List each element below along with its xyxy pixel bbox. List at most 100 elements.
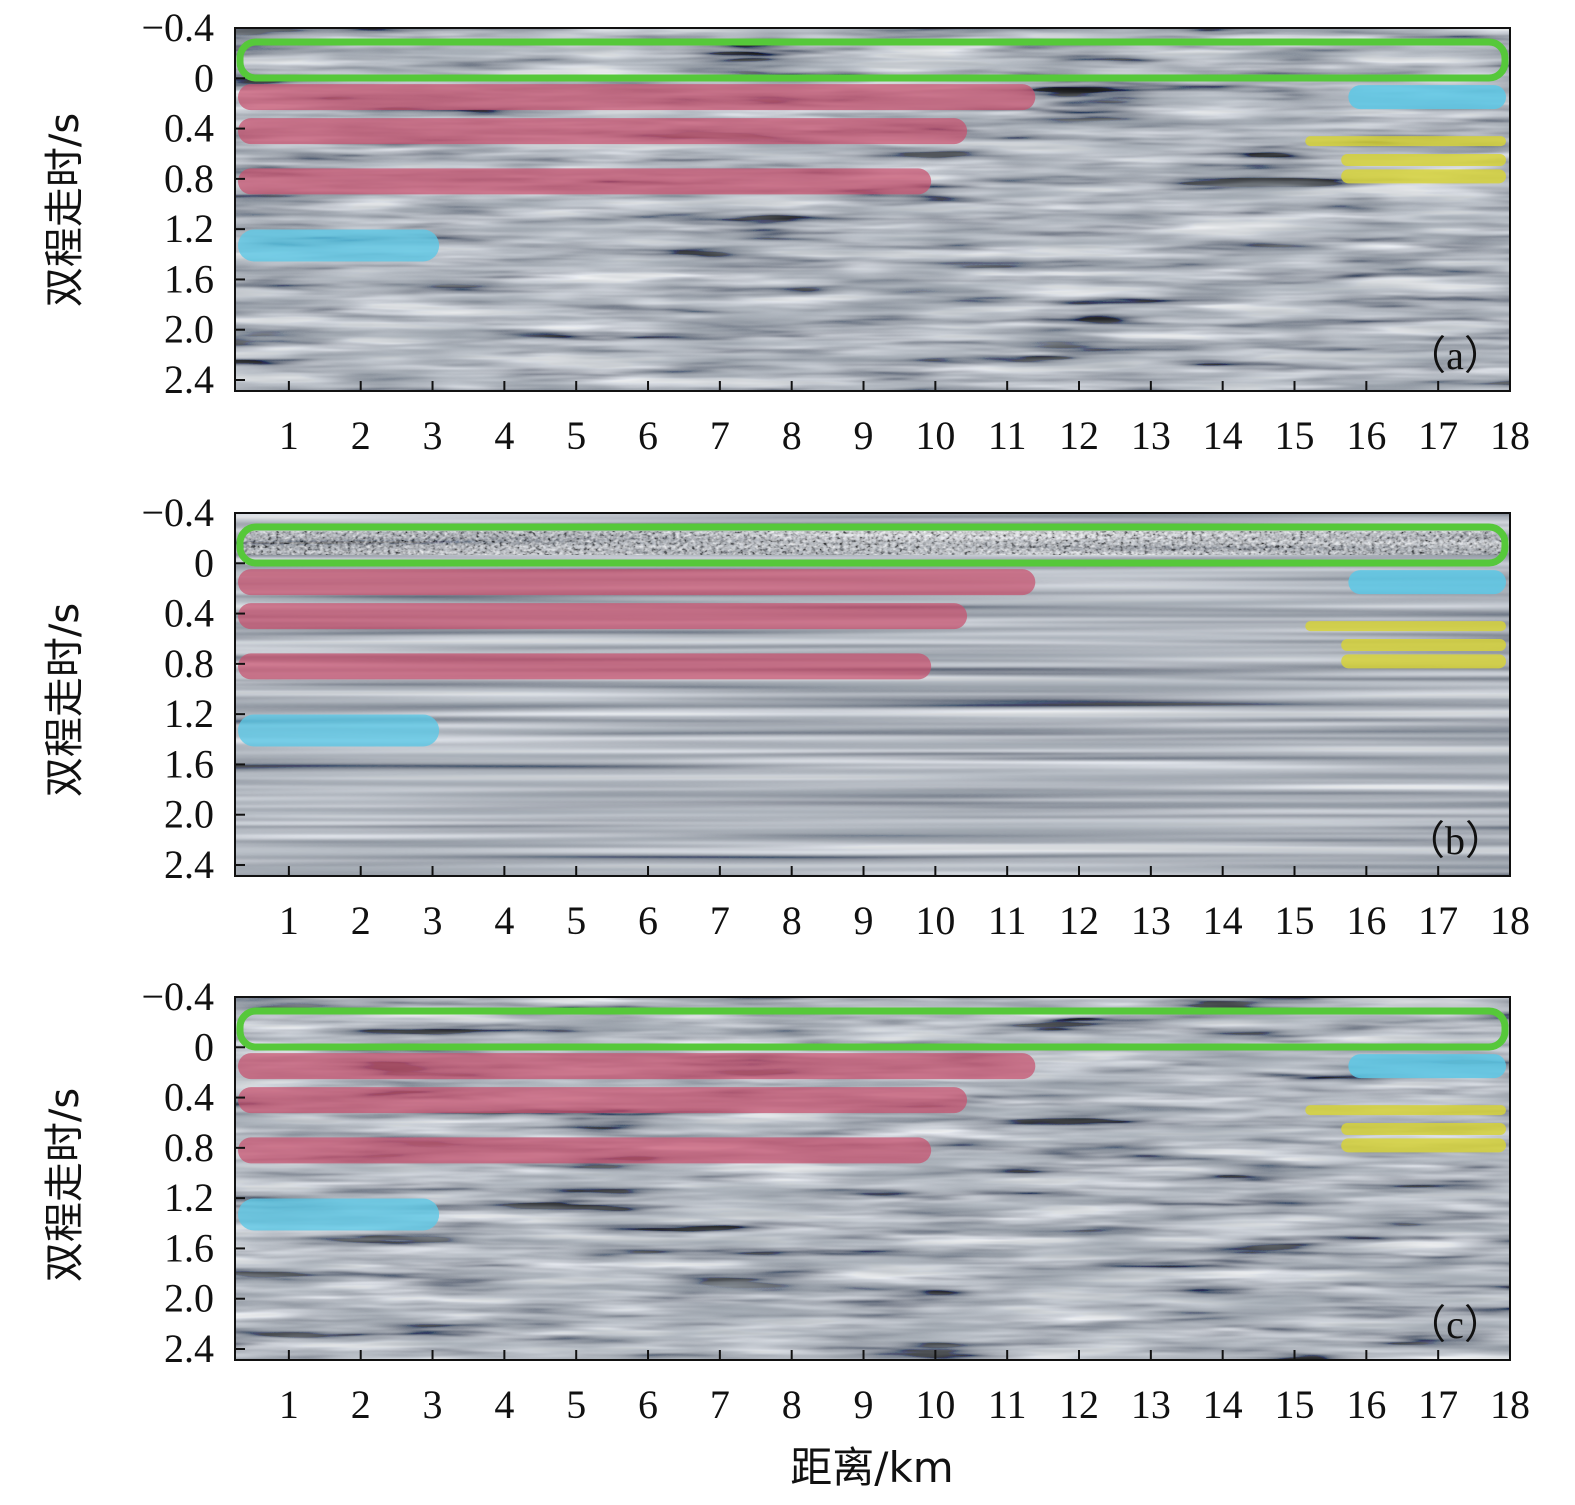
y-tick-label: −0.4 bbox=[141, 490, 214, 535]
x-tick-label: 3 bbox=[423, 898, 443, 943]
x-tick-label: 15 bbox=[1275, 413, 1315, 458]
green-outline bbox=[236, 1007, 1509, 1051]
x-tick-label: 18 bbox=[1490, 1382, 1530, 1427]
x-tick-label: 8 bbox=[782, 1382, 802, 1427]
x-axis-title: 距离/km bbox=[790, 1443, 953, 1492]
x-tick-label: 1 bbox=[279, 413, 299, 458]
x-tick-label: 8 bbox=[782, 898, 802, 943]
yellow-band-2 bbox=[1341, 639, 1506, 651]
y-tick-label: 1.2 bbox=[164, 1175, 214, 1220]
panel-label: （c） bbox=[1406, 1302, 1504, 1347]
panel-label: （b） bbox=[1405, 818, 1505, 863]
seismic-texture bbox=[235, 997, 1510, 1360]
red-band-1 bbox=[238, 84, 1036, 111]
x-tick-label: 17 bbox=[1418, 1382, 1458, 1427]
panel-b: −0.400.40.81.21.62.02.41 2 3 4 5 6 7 8 9 10 11 12 13… bbox=[141, 490, 1530, 943]
x-tick-label: 16 bbox=[1346, 413, 1386, 458]
x-tick-label: 3 bbox=[423, 1382, 443, 1427]
x-tick-label: 16 bbox=[1346, 1382, 1386, 1427]
x-tick-label: 10 bbox=[915, 898, 955, 943]
x-tick-label: 7 bbox=[710, 1382, 730, 1427]
x-tick-label: 15 bbox=[1275, 898, 1315, 943]
y-tick-label: 2.4 bbox=[164, 357, 214, 402]
y-tick-label: 2.4 bbox=[164, 842, 214, 887]
green-outline bbox=[236, 523, 1509, 567]
x-tick-label: 4 bbox=[494, 1382, 514, 1427]
x-tick-label: 12 bbox=[1059, 898, 1099, 943]
x-tick-label: 4 bbox=[494, 898, 514, 943]
x-tick-label: 17 bbox=[1418, 413, 1458, 458]
x-tick-label: 7 bbox=[710, 413, 730, 458]
yellow-band-2 bbox=[1341, 1123, 1506, 1135]
speckle-layer bbox=[240, 531, 1503, 555]
red-band-2 bbox=[238, 603, 968, 630]
red-band-3 bbox=[238, 1137, 932, 1164]
y-tick-label: 0.8 bbox=[164, 641, 214, 686]
x-tick-label: 18 bbox=[1490, 898, 1530, 943]
panel-frame bbox=[234, 996, 1511, 1361]
x-tick-label: 2 bbox=[351, 413, 371, 458]
y-tick-label: 0 bbox=[194, 55, 214, 100]
cyan-band-right bbox=[1348, 570, 1506, 595]
y-tick-label: 2.0 bbox=[164, 307, 214, 352]
y-axis-title-a: 双程走时/s bbox=[42, 113, 88, 307]
y-tick-label: 2.4 bbox=[164, 1326, 214, 1371]
x-tick-label: 5 bbox=[566, 1382, 586, 1427]
panel-frame bbox=[234, 27, 1511, 392]
x-tick-label: 14 bbox=[1203, 413, 1243, 458]
y-axis-title-c: 双程走时/s bbox=[42, 1088, 88, 1282]
x-tick-label: 9 bbox=[854, 1382, 874, 1427]
x-tick-label: 16 bbox=[1346, 898, 1386, 943]
x-tick-label: 14 bbox=[1203, 1382, 1243, 1427]
panel-label: （a） bbox=[1406, 333, 1504, 378]
y-tick-label: 0 bbox=[194, 540, 214, 585]
x-tick-label: 9 bbox=[854, 898, 874, 943]
red-band-2 bbox=[238, 118, 968, 145]
red-band-2 bbox=[238, 1087, 968, 1114]
y-tick-label: 1.2 bbox=[164, 691, 214, 736]
x-tick-label: 1 bbox=[279, 898, 299, 943]
x-tick-label: 6 bbox=[638, 1382, 658, 1427]
x-tick-label: 2 bbox=[351, 1382, 371, 1427]
y-tick-label: 0 bbox=[194, 1024, 214, 1069]
yellow-band-1 bbox=[1305, 1105, 1506, 1116]
x-tick-label: 13 bbox=[1131, 413, 1171, 458]
y-tick-label: 1.6 bbox=[164, 1225, 214, 1270]
x-tick-label: 9 bbox=[854, 413, 874, 458]
y-tick-label: 1.6 bbox=[164, 256, 214, 301]
yellow-band-3 bbox=[1341, 169, 1506, 184]
cyan-band-right bbox=[1348, 1054, 1506, 1079]
x-tick-label: 14 bbox=[1203, 898, 1243, 943]
x-tick-label: 15 bbox=[1275, 1382, 1315, 1427]
x-tick-label: 5 bbox=[566, 413, 586, 458]
x-tick-label: 10 bbox=[915, 1382, 955, 1427]
x-tick-label: 13 bbox=[1131, 898, 1171, 943]
x-tick-label: 18 bbox=[1490, 413, 1530, 458]
red-band-3 bbox=[238, 168, 932, 195]
x-tick-label: 6 bbox=[638, 413, 658, 458]
seismic-texture bbox=[235, 28, 1510, 391]
cyan-band-left bbox=[238, 714, 440, 747]
red-band-1 bbox=[238, 1053, 1036, 1080]
cyan-band-left bbox=[238, 229, 440, 262]
x-tick-label: 10 bbox=[915, 413, 955, 458]
y-tick-label: 2.0 bbox=[164, 792, 214, 837]
x-tick-label: 6 bbox=[638, 898, 658, 943]
y-tick-label: 1.6 bbox=[164, 741, 214, 786]
x-tick-label: 12 bbox=[1059, 1382, 1099, 1427]
cyan-band-right bbox=[1348, 85, 1506, 110]
x-tick-label: 4 bbox=[494, 413, 514, 458]
yellow-band-1 bbox=[1305, 621, 1506, 632]
x-tick-label: 11 bbox=[988, 1382, 1027, 1427]
x-tick-label: 3 bbox=[423, 413, 443, 458]
x-tick-label: 5 bbox=[566, 898, 586, 943]
x-tick-label: 8 bbox=[782, 413, 802, 458]
y-tick-label: −0.4 bbox=[141, 974, 214, 1019]
x-tick-label: 13 bbox=[1131, 1382, 1171, 1427]
yellow-band-3 bbox=[1341, 1138, 1506, 1153]
x-tick-label: 1 bbox=[279, 1382, 299, 1427]
x-tick-label: 7 bbox=[710, 898, 730, 943]
y-tick-label: 2.0 bbox=[164, 1276, 214, 1321]
panel-a: −0.400.40.81.21.62.02.41 2 3 4 5 6 7 8 9 10 11 12 13… bbox=[141, 5, 1530, 458]
